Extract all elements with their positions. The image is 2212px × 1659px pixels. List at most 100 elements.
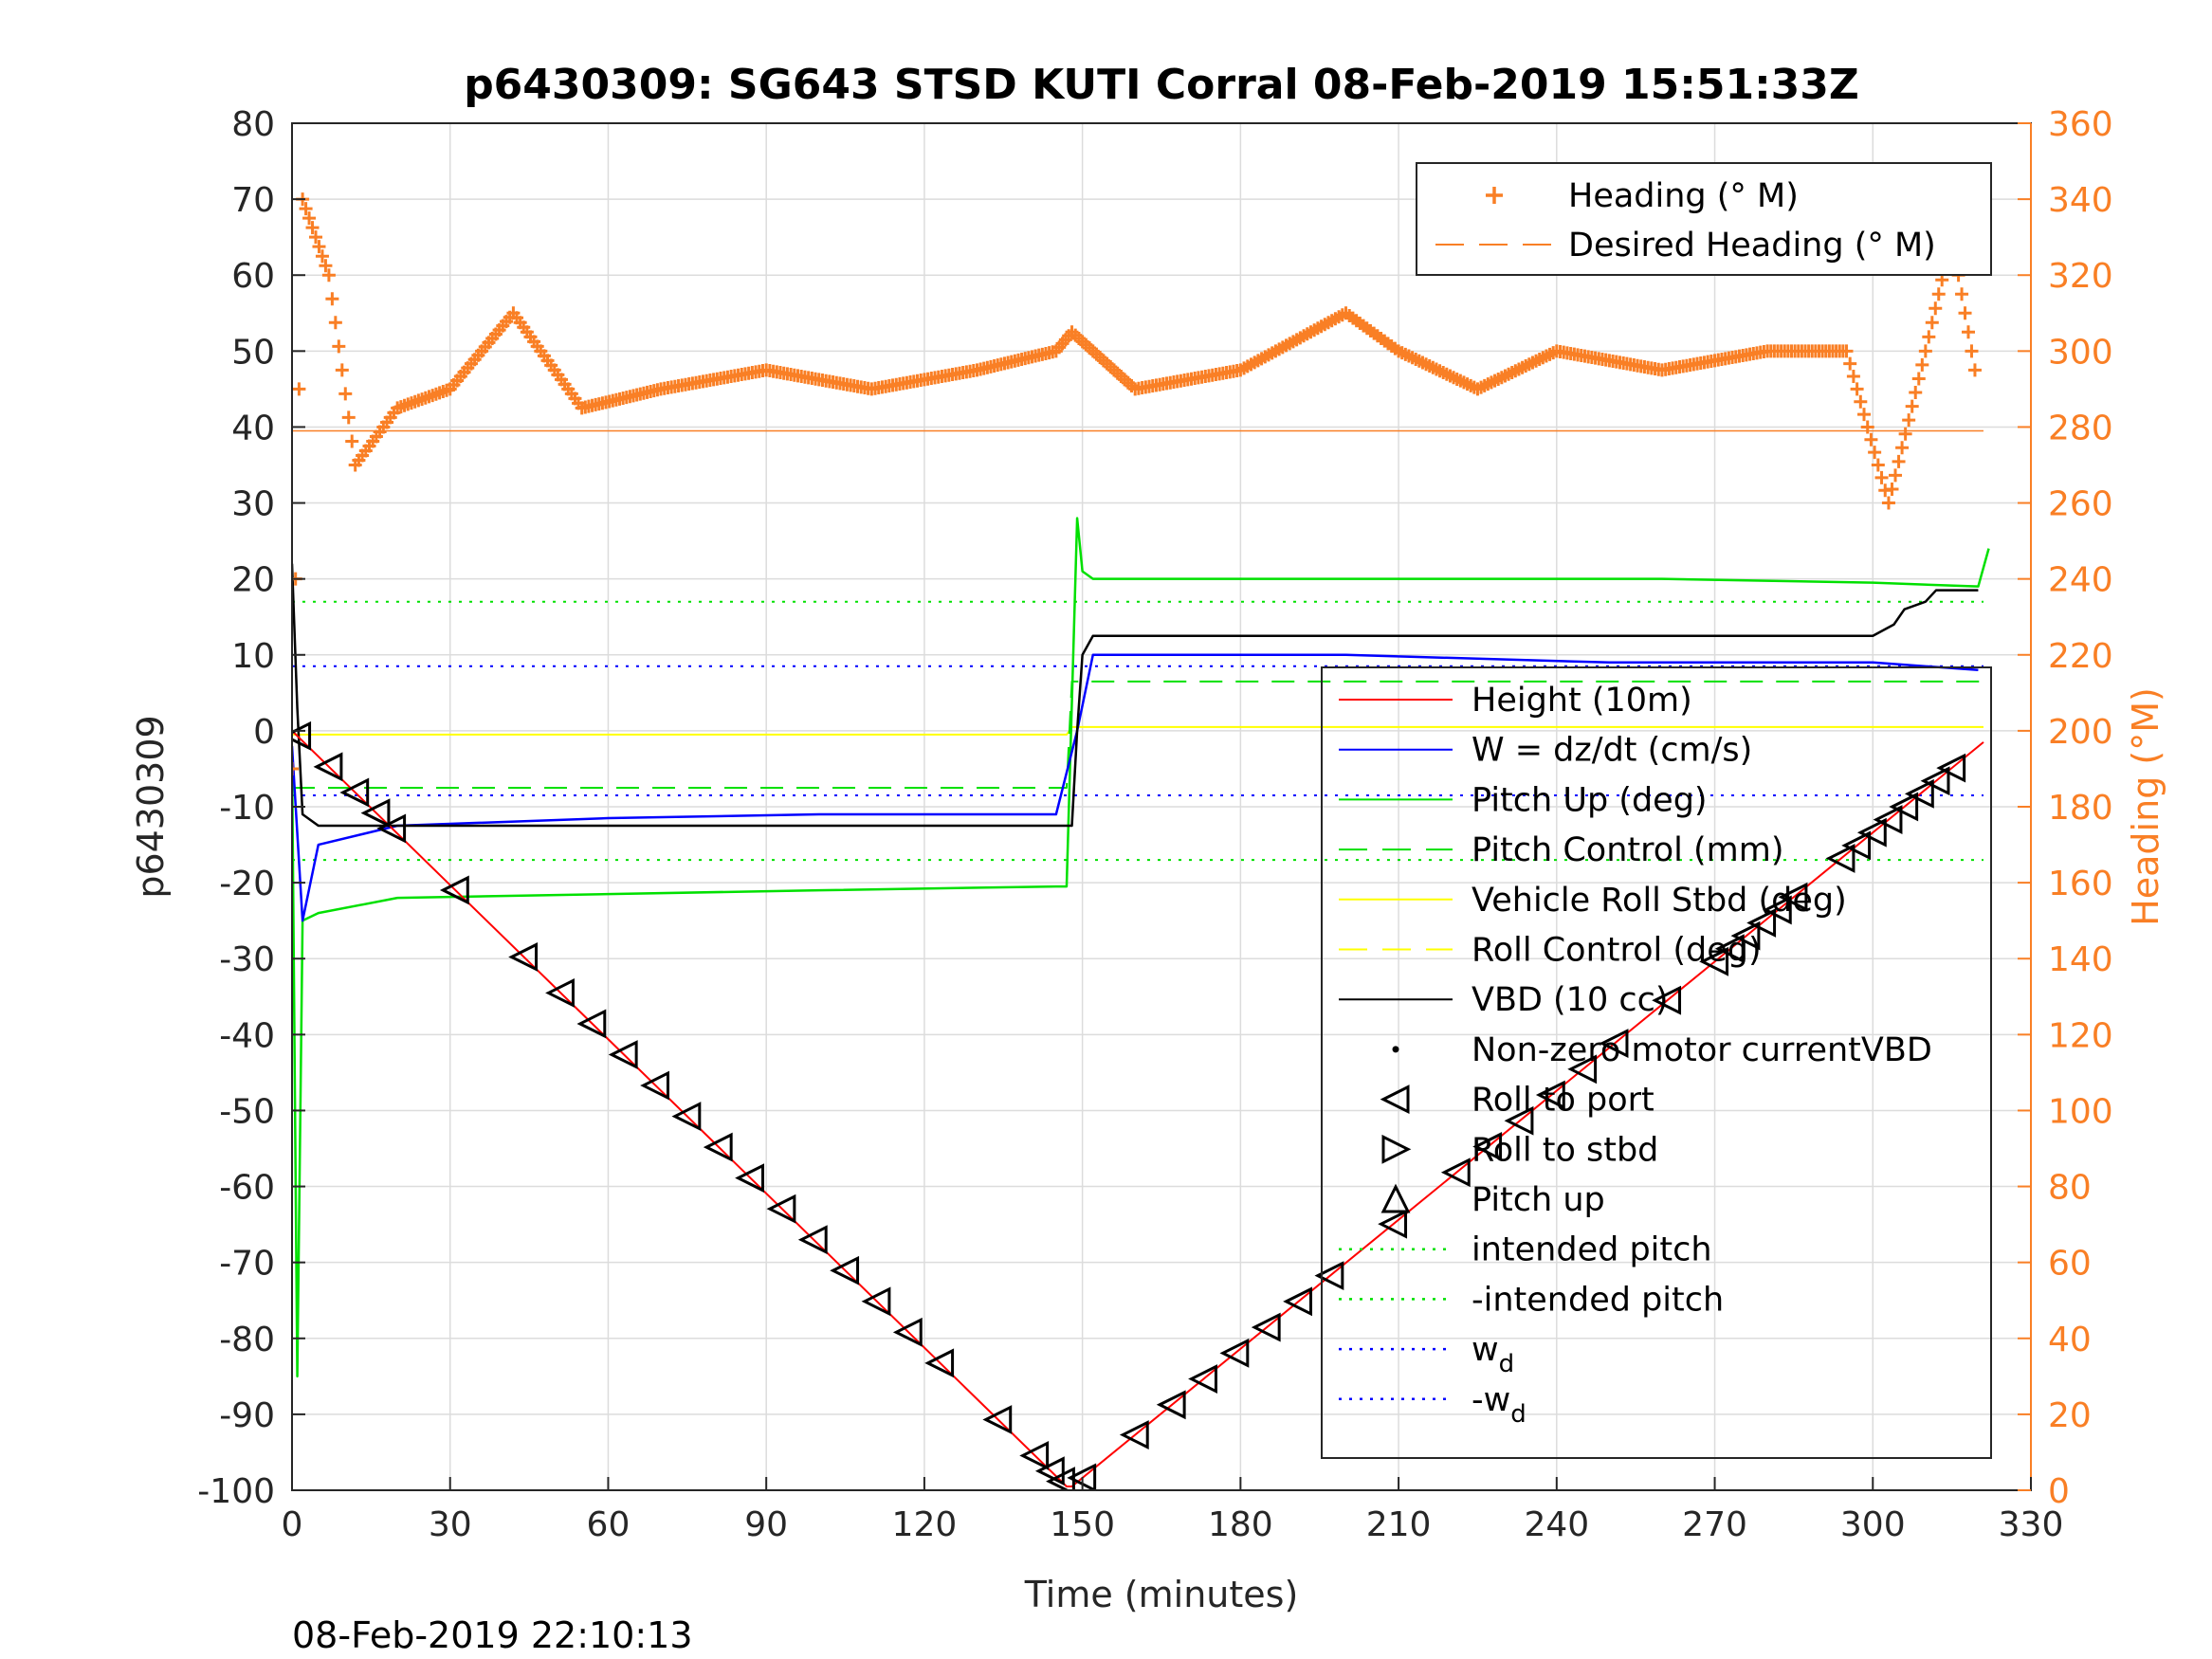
legend-label: intended pitch bbox=[1472, 1231, 1712, 1269]
y2-tick-label: 180 bbox=[2048, 789, 2113, 828]
y-tick-label: 0 bbox=[253, 713, 275, 752]
legend-label-text: W = dz/dt (cm/s) bbox=[1472, 732, 1752, 770]
y-tick-label: 20 bbox=[231, 561, 275, 600]
series-pitch-control bbox=[292, 680, 1983, 789]
marker-layer bbox=[292, 720, 1966, 1490]
roll-to-port-marker bbox=[1762, 895, 1792, 925]
ticks: 0 30 60 90 120 150 180 210 240 270 300 330807060504… bbox=[197, 105, 2112, 1544]
series-w bbox=[292, 653, 1979, 922]
y2-tick-label: 300 bbox=[2048, 333, 2113, 372]
legend-label-subscript: d bbox=[1510, 1400, 1526, 1429]
legend-label: Roll to stbd bbox=[1472, 1131, 1658, 1169]
y2-tick-label: 220 bbox=[2048, 637, 2113, 676]
y2-tick-label: 60 bbox=[2048, 1245, 2092, 1284]
series-height bbox=[292, 730, 1984, 1487]
roll-to-port-marker bbox=[313, 752, 343, 782]
legend-label-subscript: d bbox=[1499, 1350, 1515, 1378]
y-tick-label: 50 bbox=[231, 333, 275, 372]
roll-to-port-marker bbox=[1046, 1467, 1075, 1490]
y-tick-label: -90 bbox=[219, 1396, 275, 1435]
roll-to-port-marker bbox=[1599, 1029, 1629, 1058]
roll-to-port-marker bbox=[608, 1040, 638, 1069]
y2-tick-label: 100 bbox=[2048, 1092, 2113, 1131]
series-layer bbox=[292, 192, 1990, 1487]
legend-label-text: Pitch Up (deg) bbox=[1472, 781, 1708, 819]
roll-to-port-marker bbox=[1904, 778, 1934, 809]
y2-tick-label: 360 bbox=[2048, 105, 2113, 144]
legend-swatch-pitch-up bbox=[1380, 1183, 1411, 1213]
x-tick-label: 300 bbox=[1840, 1505, 1906, 1544]
legend-label-text: Roll Control (deg) bbox=[1472, 932, 1762, 970]
main-legend: Height (10m) W = dz/dt (cm/s) Pitch Up (de… bbox=[1321, 666, 1992, 1459]
y-tick-label: 30 bbox=[231, 485, 275, 524]
y-tick-label: -80 bbox=[219, 1321, 275, 1359]
series-heading bbox=[292, 192, 1982, 775]
roll-to-port-marker bbox=[508, 942, 539, 972]
legend-swatch-roll-port bbox=[1380, 1085, 1410, 1115]
roll-to-port-marker bbox=[1472, 1132, 1503, 1161]
roll-to-port-marker bbox=[1535, 1080, 1565, 1110]
y-tick-label: -20 bbox=[219, 865, 275, 903]
heading-plus-markers bbox=[292, 192, 1982, 775]
y-tick-label: -60 bbox=[219, 1169, 275, 1208]
x-tick-label: 270 bbox=[1682, 1505, 1747, 1544]
roll-to-port-marker bbox=[1567, 1054, 1598, 1085]
legend-label: Vehicle Roll Stbd (deg) bbox=[1472, 882, 1847, 920]
roll-to-port-marker bbox=[339, 777, 370, 808]
y2-tick-label: 0 bbox=[2048, 1472, 2070, 1511]
roll-to-port-marker bbox=[1730, 921, 1761, 951]
roll-to-port-marker bbox=[1314, 1261, 1344, 1291]
roll-to-port-marker bbox=[1889, 792, 1919, 822]
roll-to-port-marker bbox=[640, 1070, 669, 1101]
roll-to-port-marker bbox=[924, 1348, 955, 1378]
x-axis-label: Time (minutes) bbox=[1024, 1574, 1299, 1615]
legend-label: Pitch up bbox=[1472, 1181, 1605, 1219]
legend-label-text: Vehicle Roll Stbd (deg) bbox=[1472, 882, 1847, 920]
x-tick-label: 180 bbox=[1208, 1505, 1273, 1544]
legend-label: Non-zero motor currentVBD bbox=[1472, 1031, 1932, 1069]
legend-swatch-dot bbox=[1392, 1046, 1399, 1053]
heading-legend-label: Desired Heading (° M) bbox=[1568, 227, 1936, 264]
legend-label-text: Roll to stbd bbox=[1472, 1131, 1658, 1169]
roll-to-port-marker bbox=[1714, 934, 1745, 964]
legend-label-text: Non-zero motor currentVBD bbox=[1472, 1031, 1932, 1069]
roll-to-port-marker bbox=[439, 875, 469, 905]
main-legend-box bbox=[1321, 666, 1992, 1459]
legend-label: Pitch Up (deg) bbox=[1472, 781, 1708, 819]
roll-to-port-marker bbox=[576, 1009, 607, 1039]
roll-to-port-marker bbox=[1019, 1441, 1050, 1470]
y-tick-label: 10 bbox=[231, 637, 275, 676]
roll-to-port-marker bbox=[892, 1317, 923, 1347]
legend-label: wd bbox=[1472, 1331, 1514, 1378]
roll-to-port-marker bbox=[376, 813, 407, 844]
roll-to-port-marker bbox=[797, 1225, 828, 1255]
series-pitch-up bbox=[292, 517, 1990, 1378]
x-tick-label: 0 bbox=[282, 1505, 303, 1544]
roll-to-port-marker bbox=[1219, 1338, 1250, 1368]
legend-label: Roll to port bbox=[1472, 1082, 1654, 1120]
legend-label-text: Height (10m) bbox=[1472, 682, 1692, 720]
legend-label-text: Pitch Control (mm) bbox=[1472, 831, 1783, 869]
x-tick-label: 30 bbox=[429, 1505, 472, 1544]
heading-legend-swatch bbox=[1486, 187, 1503, 204]
roll-to-port-marker bbox=[1920, 766, 1950, 796]
legend-swatch-roll-stbd bbox=[1381, 1134, 1412, 1164]
y-tick-label: 40 bbox=[231, 409, 275, 447]
legend-label: VBD (10 cc) bbox=[1472, 981, 1669, 1019]
y2-tick-label: 260 bbox=[2048, 485, 2113, 524]
y-tick-label: -70 bbox=[219, 1245, 275, 1284]
roll-to-port-marker bbox=[1936, 753, 1966, 783]
roll-to-port-marker bbox=[1156, 1390, 1186, 1420]
y2-tick-label: 160 bbox=[2048, 865, 2113, 903]
roll-to-port-marker bbox=[545, 978, 575, 1008]
roll-to-port-marker bbox=[1504, 1105, 1534, 1136]
series-vbd bbox=[292, 563, 1979, 828]
roll-to-port-marker bbox=[1825, 844, 1856, 873]
x-tick-label: 240 bbox=[1524, 1505, 1589, 1544]
legend-label-text: Pitch up bbox=[1472, 1181, 1605, 1219]
heading-legend-label: Heading (° M) bbox=[1568, 177, 1799, 215]
heading-legend-box bbox=[1416, 162, 1992, 276]
y2-tick-label: 140 bbox=[2048, 940, 2113, 979]
